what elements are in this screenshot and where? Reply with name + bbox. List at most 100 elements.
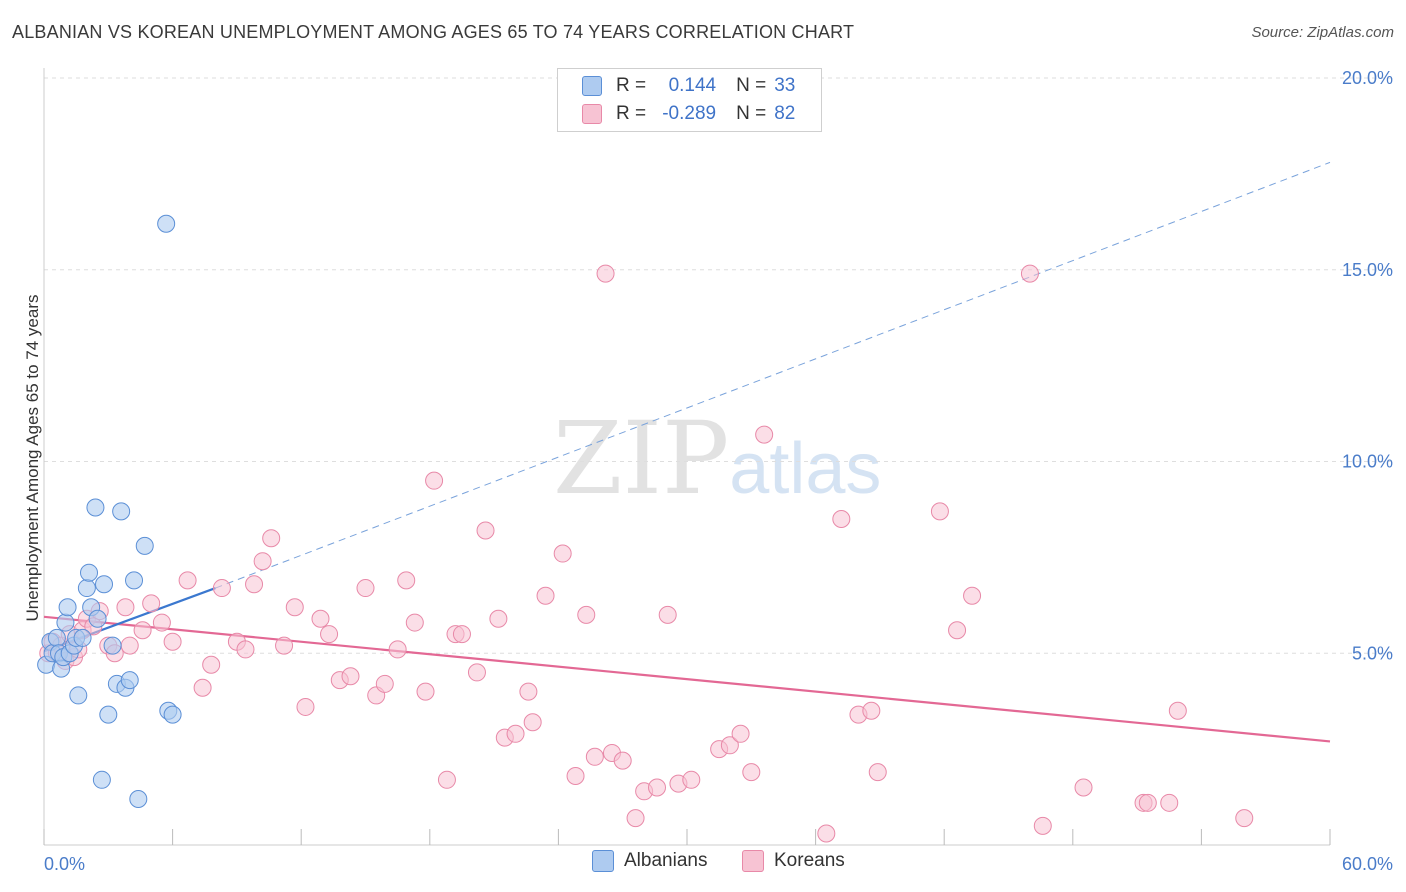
legend-r-value: 0.144 — [668, 75, 717, 96]
korean-point — [596, 264, 615, 283]
legend-row-koreans: R = -0.289 N = 82 — [582, 102, 795, 126]
korean-point — [320, 625, 339, 644]
y-tick-label: 5.0% — [1352, 643, 1393, 663]
korean-point — [948, 621, 967, 640]
korean-point — [253, 552, 272, 571]
albanian-point — [112, 502, 131, 521]
korean-point — [296, 697, 315, 716]
korean-point — [613, 751, 632, 770]
y-tick-label: 15.0% — [1342, 260, 1393, 280]
grid-lines — [44, 77, 1392, 654]
x-tick-label: 60.0% — [1342, 854, 1393, 874]
legend-swatch-albanians — [582, 76, 602, 96]
albanian-point — [56, 613, 75, 632]
korean-point — [152, 613, 171, 632]
korean-point — [862, 701, 881, 720]
korean-point — [142, 594, 161, 613]
korean-point — [311, 609, 330, 628]
tick-labels: 5.0% 10.0% 15.0% 20.0% 0.0% 60.0% — [44, 68, 1393, 874]
albanian-point — [103, 636, 122, 655]
korean-point — [120, 636, 139, 655]
korean-point — [1138, 793, 1157, 812]
korean-point — [476, 521, 495, 540]
source-label: Source: ZipAtlas.com — [1251, 24, 1394, 41]
korean-point — [489, 609, 508, 628]
korean-points — [39, 264, 1254, 843]
korean-point — [163, 632, 182, 651]
korean-point — [731, 724, 750, 743]
korean-point — [262, 529, 281, 548]
korean-point — [356, 579, 375, 598]
korean-point — [178, 571, 197, 590]
chart-title: ALBANIAN VS KOREAN UNEMPLOYMENT AMONG AG… — [12, 22, 855, 42]
korean-point — [341, 667, 360, 686]
y-tick-label: 10.0% — [1342, 452, 1393, 472]
korean-point — [397, 571, 416, 590]
albanian-point — [73, 628, 92, 647]
korean-point — [682, 770, 701, 789]
legend-r-value: -0.289 — [662, 103, 717, 124]
korean-point — [868, 763, 887, 782]
korean-point — [720, 736, 739, 755]
korean-point — [416, 682, 435, 701]
korean-point — [1235, 809, 1254, 828]
korean-point — [626, 809, 645, 828]
korean-point — [553, 544, 572, 563]
albanian-point — [125, 571, 144, 590]
bottom-legend-swatch-koreans — [742, 850, 764, 872]
korean-point — [658, 605, 677, 624]
albanian-point — [163, 705, 182, 724]
korean-point — [1020, 264, 1039, 283]
bottom-legend-label: Koreans — [774, 850, 845, 871]
y-axis-title: Unemployment Among Ages 65 to 74 years — [23, 295, 42, 622]
legend-n-value: 82 — [774, 103, 796, 124]
albanian-point — [95, 575, 114, 594]
korean-point — [1168, 701, 1187, 720]
korean-point — [275, 636, 294, 655]
korean-point — [425, 471, 444, 490]
korean-point — [817, 824, 836, 843]
korean-point — [930, 502, 949, 521]
albanian-point — [99, 705, 118, 724]
korean-point — [388, 640, 407, 659]
korean-point — [285, 598, 304, 617]
legend-r-label: R = — [616, 103, 647, 124]
korean-point — [519, 682, 538, 701]
korean-point — [405, 613, 424, 632]
korean-point — [523, 713, 542, 732]
albanian-point — [120, 671, 139, 690]
bottom-legend-koreans: Koreans — [742, 850, 845, 872]
korean-point — [755, 425, 774, 444]
legend-r-label: R = — [616, 75, 647, 96]
albanian-point — [157, 214, 176, 233]
bottom-legend-swatch-albanians — [592, 850, 614, 872]
korean-point — [1160, 793, 1179, 812]
korean-point — [437, 770, 456, 789]
korean-point — [467, 663, 486, 682]
albanian-trend-extension — [215, 161, 1331, 589]
legend-n-value: 33 — [774, 75, 796, 96]
albanian-point — [135, 536, 154, 555]
albanian-point — [80, 563, 99, 582]
albanian-point — [92, 770, 111, 789]
korean-point — [647, 778, 666, 797]
korean-point — [832, 510, 851, 529]
bottom-legend: Albanians Koreans — [0, 850, 1406, 880]
legend-n-label: N = — [736, 103, 767, 124]
korean-point — [963, 586, 982, 605]
korean-point — [506, 724, 525, 743]
legend: R = 0.144 N = 33 R = -0.289 N = 82 — [557, 68, 822, 132]
korean-point — [375, 674, 394, 693]
korean-point — [742, 763, 761, 782]
y-tick-label: 20.0% — [1342, 68, 1393, 88]
korean-point — [193, 678, 212, 697]
albanian-point — [129, 789, 148, 808]
legend-swatch-koreans — [582, 104, 602, 124]
bottom-legend-albanians: Albanians — [592, 850, 707, 872]
legend-row-albanians: R = 0.144 N = 33 — [582, 74, 795, 98]
bottom-legend-label: Albanians — [624, 850, 708, 871]
albanian-point — [47, 628, 66, 647]
korean-point — [133, 621, 152, 640]
axes — [43, 68, 1331, 846]
